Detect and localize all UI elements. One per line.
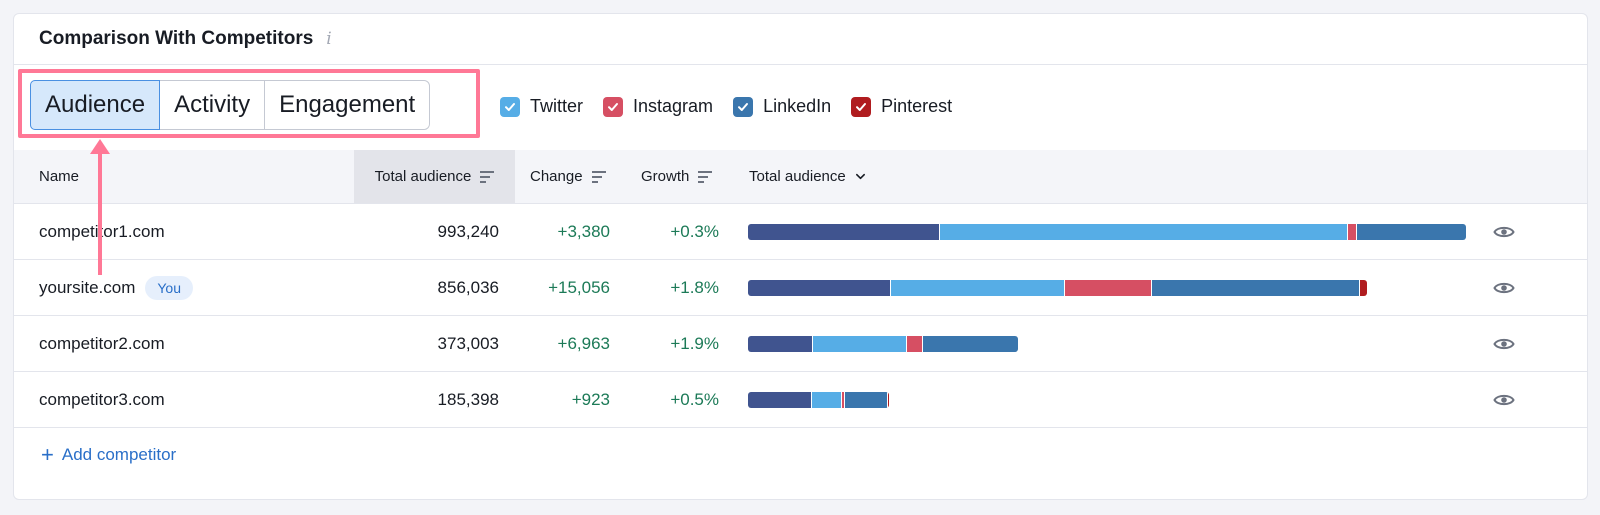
col-label: Total audience xyxy=(374,168,472,185)
bar-segment-twitter[interactable] xyxy=(891,279,1066,296)
bar-segment-instagram[interactable] xyxy=(1348,223,1358,240)
bar-segment-linkedin[interactable] xyxy=(845,391,889,408)
metric-tabs: Audience Activity Engagement xyxy=(30,80,431,130)
col-audience-breakdown[interactable]: Total audience xyxy=(734,150,1587,203)
cell-growth: +1.9% xyxy=(670,333,719,353)
plus-icon: + xyxy=(41,442,54,467)
cell-audience-bar xyxy=(734,391,1479,408)
chevron-down-icon[interactable] xyxy=(855,171,866,182)
cell-change: +3,380 xyxy=(557,221,610,241)
eye-icon[interactable] xyxy=(1479,392,1529,408)
cell-growth: +0.3% xyxy=(670,221,719,241)
col-name: Name xyxy=(39,168,80,185)
card-title: Comparison With Competitors xyxy=(39,28,314,49)
table-row: competitor2.com 373,003 +6,963 +1.9% xyxy=(14,316,1587,372)
you-badge: You xyxy=(145,275,193,300)
legend-label: LinkedIn xyxy=(763,96,832,116)
cell-audience-bar xyxy=(734,335,1479,352)
legend-label: Pinterest xyxy=(881,96,953,116)
comparison-card: Comparison With Competitors i Audience A… xyxy=(13,13,1588,500)
checkbox-icon[interactable] xyxy=(851,96,872,117)
checkbox-icon[interactable] xyxy=(500,96,520,117)
cell-total-audience: 185,398 xyxy=(437,389,499,409)
cell-name: competitor3.com xyxy=(14,390,354,410)
bar-segment-twitter[interactable] xyxy=(813,335,908,352)
sort-icon[interactable] xyxy=(591,170,606,183)
cell-total-audience: 993,240 xyxy=(437,221,499,241)
bar-segment-other[interactable] xyxy=(748,223,941,240)
cell-total-audience: 856,036 xyxy=(437,277,499,297)
cell-total-audience: 373,003 xyxy=(437,333,499,353)
tab-audience[interactable]: Audience xyxy=(30,80,161,130)
col-label: Total audience xyxy=(749,168,846,185)
legend-label: Twitter xyxy=(530,96,584,116)
col-label: Growth xyxy=(641,168,690,185)
cell-change: +15,056 xyxy=(548,277,610,297)
network-legend: Twitter Instagram LinkedIn Pinterest xyxy=(500,96,972,117)
cell-name: yoursite.com You xyxy=(14,275,354,300)
cell-growth: +1.8% xyxy=(670,277,719,297)
bar-segment-pinterest[interactable] xyxy=(1360,279,1367,296)
cell-change: +6,963 xyxy=(557,333,610,353)
cell-audience-bar xyxy=(734,279,1479,296)
eye-icon[interactable] xyxy=(1479,336,1529,352)
bar-segment-linkedin[interactable] xyxy=(1152,279,1361,296)
stacked-bar[interactable] xyxy=(748,335,1018,352)
legend-linkedin[interactable]: LinkedIn xyxy=(733,96,831,117)
bar-segment-twitter[interactable] xyxy=(940,223,1349,240)
bar-segment-pinterest[interactable] xyxy=(888,391,890,408)
tab-activity[interactable]: Activity xyxy=(160,81,266,129)
bar-segment-instagram[interactable] xyxy=(907,335,924,352)
table-row: competitor3.com 185,398 +923 +0.5% xyxy=(14,372,1587,428)
bar-segment-linkedin[interactable] xyxy=(1357,223,1466,240)
bar-segment-instagram[interactable] xyxy=(842,391,846,408)
eye-icon[interactable] xyxy=(1479,280,1529,296)
cell-audience-bar xyxy=(734,223,1479,240)
checkbox-icon[interactable] xyxy=(733,96,754,117)
col-change[interactable]: Change xyxy=(515,150,626,203)
sort-icon[interactable] xyxy=(480,170,495,183)
bar-segment-other[interactable] xyxy=(748,279,892,296)
bar-segment-instagram[interactable] xyxy=(1065,279,1153,296)
stacked-bar[interactable] xyxy=(748,223,1466,240)
info-icon[interactable]: i xyxy=(326,29,332,49)
tabs-highlight-box xyxy=(18,69,480,138)
domain-link[interactable]: yoursite.com xyxy=(39,277,136,297)
add-competitor-label: Add competitor xyxy=(61,445,177,464)
legend-label: Instagram xyxy=(633,96,714,116)
legend-instagram[interactable]: Instagram xyxy=(603,96,713,117)
bar-segment-other[interactable] xyxy=(748,335,814,352)
card-header: Comparison With Competitors i xyxy=(14,14,1587,65)
sort-icon[interactable] xyxy=(698,170,713,183)
bar-segment-linkedin[interactable] xyxy=(923,335,1018,352)
legend-pinterest[interactable]: Pinterest xyxy=(851,96,952,117)
tab-engagement[interactable]: Engagement xyxy=(265,81,430,129)
cell-name: competitor1.com xyxy=(14,222,354,242)
bar-segment-other[interactable] xyxy=(748,391,813,408)
table-header: Name Total audience Change Growth Total … xyxy=(14,150,1587,204)
bar-segment-twitter[interactable] xyxy=(812,391,843,408)
eye-icon[interactable] xyxy=(1479,224,1529,240)
table-body: competitor1.com 993,240 +3,380 +0.3% yoursit… xyxy=(14,204,1587,428)
table-row: competitor1.com 993,240 +3,380 +0.3% xyxy=(14,204,1587,260)
domain-link[interactable]: competitor1.com xyxy=(39,221,165,241)
table-row: yoursite.com You 856,036 +15,056 +1.8% xyxy=(14,260,1587,316)
controls-bar: Audience Activity Engagement Twitter Ins… xyxy=(14,65,1587,150)
cell-growth: +0.5% xyxy=(670,389,719,409)
cell-name: competitor2.com xyxy=(14,334,354,354)
cell-change: +923 xyxy=(571,389,610,409)
legend-twitter[interactable]: Twitter xyxy=(500,96,583,117)
col-label: Change xyxy=(530,168,583,185)
add-competitor-button[interactable]: + Add competitor xyxy=(14,428,1587,482)
domain-link[interactable]: competitor3.com xyxy=(39,389,165,409)
col-total-audience[interactable]: Total audience xyxy=(354,150,515,203)
col-growth[interactable]: Growth xyxy=(626,150,734,203)
stacked-bar[interactable] xyxy=(748,279,1367,296)
checkbox-icon[interactable] xyxy=(603,96,624,117)
stacked-bar[interactable] xyxy=(748,391,890,408)
domain-link[interactable]: competitor2.com xyxy=(39,333,165,353)
